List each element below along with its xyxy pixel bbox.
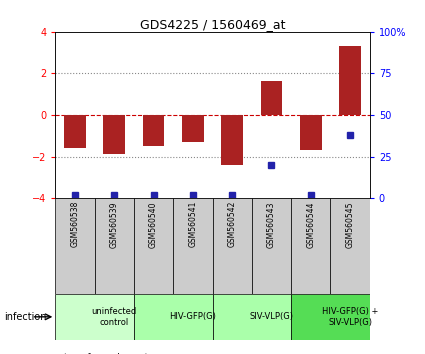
Text: SIV-VLP(G): SIV-VLP(G) xyxy=(249,312,294,321)
Bar xyxy=(252,198,291,294)
Bar xyxy=(134,294,212,340)
Bar xyxy=(212,198,252,294)
Title: GDS4225 / 1560469_at: GDS4225 / 1560469_at xyxy=(140,18,285,31)
Bar xyxy=(331,198,370,294)
Text: GSM560545: GSM560545 xyxy=(346,201,354,247)
Bar xyxy=(212,294,291,340)
Text: ■: ■ xyxy=(47,353,56,354)
Text: transformed count: transformed count xyxy=(64,353,148,354)
Text: GSM560541: GSM560541 xyxy=(188,201,197,247)
Bar xyxy=(103,115,125,154)
Bar xyxy=(291,198,331,294)
Text: infection: infection xyxy=(4,312,47,322)
Bar xyxy=(173,198,212,294)
Text: HIV-GFP(G) +
SIV-VLP(G): HIV-GFP(G) + SIV-VLP(G) xyxy=(322,307,378,326)
Bar xyxy=(300,115,322,150)
Bar xyxy=(182,115,204,142)
Bar xyxy=(221,115,243,165)
Bar xyxy=(55,198,94,294)
Bar xyxy=(94,198,134,294)
Text: GSM560540: GSM560540 xyxy=(149,201,158,247)
Bar xyxy=(339,46,361,115)
Bar xyxy=(64,115,86,148)
Text: GSM560539: GSM560539 xyxy=(110,201,119,247)
Bar xyxy=(143,115,164,146)
Bar xyxy=(134,198,173,294)
Bar xyxy=(291,294,370,340)
Bar xyxy=(55,294,134,340)
Text: uninfected
control: uninfected control xyxy=(92,307,137,326)
Bar xyxy=(261,81,282,115)
Text: GSM560543: GSM560543 xyxy=(267,201,276,247)
Text: GSM560544: GSM560544 xyxy=(306,201,315,247)
Text: HIV-GFP(G): HIV-GFP(G) xyxy=(170,312,216,321)
Text: GSM560538: GSM560538 xyxy=(71,201,79,247)
Text: GSM560542: GSM560542 xyxy=(228,201,237,247)
